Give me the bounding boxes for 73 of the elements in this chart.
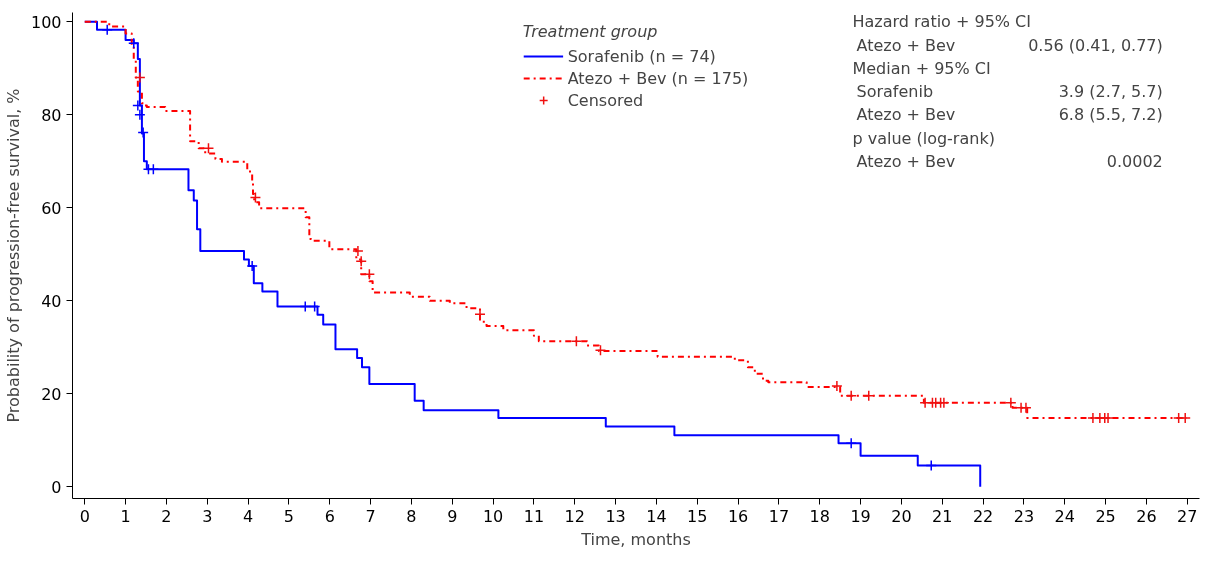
y-axis-title: Probability of progression-free survival, % [3, 88, 23, 423]
x-tick-label: 24 [1054, 506, 1075, 526]
point [363, 268, 376, 281]
x-tick-label: 19 [850, 506, 871, 526]
y-tick-label: 20 [41, 384, 62, 404]
x-tick-label: 21 [932, 506, 953, 526]
x-tick-label: 14 [646, 506, 667, 526]
annotation: 0.0002 [1106, 152, 1163, 172]
x-tick-label: 18 [809, 506, 830, 526]
x-tick-label: 8 [406, 506, 417, 526]
x-tick-label: 15 [687, 506, 708, 526]
x-tick-label: 9 [447, 506, 458, 526]
annotation: 3.9 (2.7, 5.7) [1058, 82, 1163, 102]
x-tick-label: 1 [120, 506, 131, 526]
point [128, 37, 140, 49]
point [863, 389, 875, 402]
x-axis-title: Time, months [580, 529, 691, 549]
point [355, 255, 367, 268]
x-tick-label: 17 [768, 506, 790, 526]
point [1005, 396, 1017, 409]
x-tick-label: 20 [891, 506, 912, 526]
legend-label: Censored [567, 90, 644, 110]
x-tick-label: 22 [972, 506, 994, 526]
point [134, 71, 146, 84]
y-tick-label: 0 [51, 477, 62, 497]
annotation: Atezo + Bev [856, 151, 956, 171]
point [594, 344, 607, 356]
point [134, 109, 146, 121]
point [308, 300, 321, 313]
annotation: 6.8 (5.5, 7.2) [1058, 105, 1163, 125]
x-tick-label: 12 [564, 506, 585, 526]
point [246, 260, 258, 272]
point [132, 99, 144, 112]
legend-label: Sorafenib (n = 74) [567, 46, 716, 66]
x-tick-label: 6 [324, 506, 335, 526]
y-tick-label: 80 [41, 105, 62, 125]
point [845, 437, 857, 449]
x-tick-label: 26 [1136, 506, 1157, 526]
x-tick-label: 25 [1095, 506, 1116, 526]
legend-title: Treatment group [522, 22, 659, 41]
annotation: Atezo + Bev [856, 35, 956, 55]
point [249, 191, 262, 204]
annotation: Sorafenib [856, 82, 934, 102]
point [845, 389, 857, 402]
annotation: 0.56 (0.41, 0.77) [1028, 35, 1163, 55]
y-tick-label: 100 [30, 12, 62, 32]
x-tick-label: 0 [79, 506, 90, 526]
y-tick-label: 40 [41, 291, 62, 311]
point [202, 142, 215, 155]
point [570, 335, 583, 348]
point [925, 459, 937, 472]
x-tick-label: 3 [202, 506, 213, 526]
annotation: Median + 95% CI [852, 58, 991, 78]
legend-label: Atezo + Bev (n = 175) [567, 68, 749, 88]
x-tick-label: 7 [365, 506, 376, 526]
annotation: Atezo + Bev [856, 105, 956, 125]
annotation: Hazard ratio + 95% CI [852, 12, 1032, 32]
point [352, 245, 364, 257]
point [137, 126, 149, 139]
x-tick-label: 4 [242, 506, 254, 526]
point [101, 23, 113, 36]
x-tick-label: 23 [1013, 506, 1035, 526]
x-tick-label: 10 [482, 506, 504, 526]
point [831, 380, 843, 392]
y-tick-label: 60 [41, 198, 62, 218]
x-tick-label: 11 [523, 506, 545, 526]
x-tick-label: 2 [161, 506, 172, 526]
point [299, 300, 311, 313]
x-tick-label: 27 [1177, 506, 1198, 526]
x-tick-label: 13 [605, 506, 626, 526]
annotation: p value (log-rank) [852, 128, 995, 148]
x-tick-label: 16 [727, 506, 749, 526]
x-tick-label: 5 [283, 506, 295, 526]
